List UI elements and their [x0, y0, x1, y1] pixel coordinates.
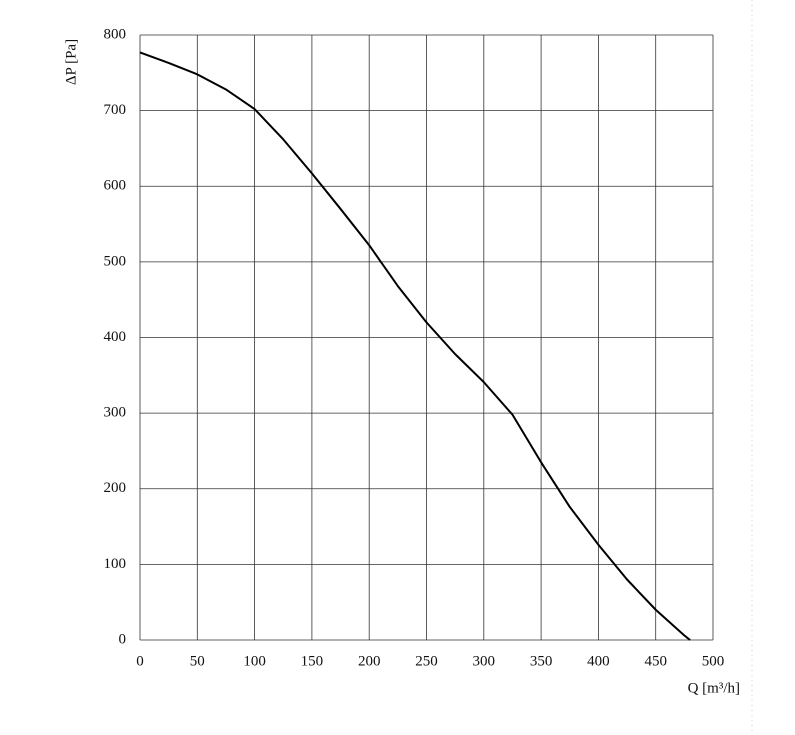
x-tick-label: 450: [644, 653, 667, 669]
x-tick-label: 0: [136, 653, 144, 669]
x-tick-label: 350: [530, 653, 553, 669]
y-tick-label: 0: [119, 631, 127, 647]
x-axis-label: Q [m³/h]: [688, 680, 740, 696]
x-tick-label: 200: [358, 653, 381, 669]
y-axis-label: ΔP [Pa]: [63, 39, 79, 85]
x-tick-label: 250: [415, 653, 438, 669]
x-tick-label: 500: [702, 653, 725, 669]
y-tick-label: 100: [104, 556, 127, 572]
x-tick-label: 150: [301, 653, 324, 669]
x-tick-label: 100: [243, 653, 266, 669]
curve: [139, 51, 691, 641]
x-tick-label: 400: [587, 653, 610, 669]
x-tick-label: 300: [473, 653, 496, 669]
y-tick-label: 500: [104, 253, 127, 269]
y-tick-label: 300: [104, 405, 127, 421]
y-tick-label: 400: [104, 329, 127, 345]
y-tick-label: 800: [104, 26, 127, 42]
y-tick-label: 700: [104, 102, 127, 118]
y-tick-label: 200: [104, 480, 127, 496]
x-tick-label: 50: [190, 653, 205, 669]
y-tick-label: 600: [104, 178, 127, 194]
